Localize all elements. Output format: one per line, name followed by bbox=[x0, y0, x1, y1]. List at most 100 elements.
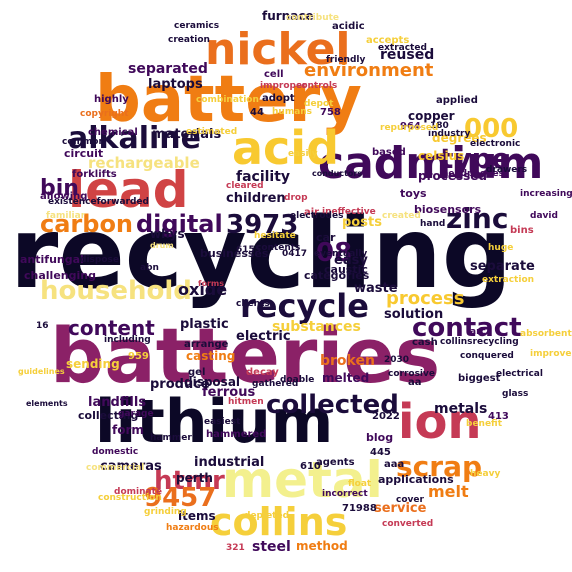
word: ceramics bbox=[174, 22, 219, 31]
word: applied bbox=[436, 96, 478, 106]
word: construction bbox=[98, 494, 162, 503]
word: based bbox=[372, 148, 406, 158]
word: broken bbox=[320, 354, 375, 368]
word: domestic bbox=[92, 448, 138, 457]
word: collinsrecycling bbox=[440, 338, 519, 347]
word: humans bbox=[272, 108, 312, 117]
word: melt bbox=[428, 484, 469, 500]
word: melted bbox=[322, 372, 369, 384]
word: easiest bbox=[204, 418, 240, 427]
word: antifungal bbox=[20, 254, 84, 265]
word: industrial bbox=[194, 456, 264, 469]
word: landfills bbox=[88, 396, 146, 409]
word: form bbox=[112, 424, 144, 436]
word: gathered bbox=[252, 380, 298, 389]
word: separate bbox=[470, 260, 535, 273]
word: incorrect bbox=[322, 490, 368, 499]
word: car bbox=[316, 232, 335, 243]
word: disposal bbox=[184, 376, 240, 388]
word: solution bbox=[384, 308, 443, 321]
word: casting bbox=[186, 350, 235, 362]
word: decay bbox=[246, 368, 279, 378]
word: aa bbox=[408, 378, 422, 388]
word: float bbox=[348, 480, 371, 489]
word: applications bbox=[378, 474, 454, 485]
word: created bbox=[382, 212, 421, 221]
word: conquered bbox=[460, 352, 514, 361]
word: aaa bbox=[384, 460, 404, 470]
word: 610 bbox=[300, 462, 321, 472]
word: combination bbox=[196, 96, 259, 105]
word: dispose bbox=[80, 256, 119, 265]
word: improvements bbox=[530, 350, 572, 359]
word: absorbent bbox=[520, 330, 572, 339]
word: eventually bbox=[314, 250, 367, 259]
word: 2022 bbox=[372, 412, 400, 422]
word: whys bbox=[150, 228, 185, 240]
word: electrodes bbox=[290, 212, 343, 221]
word: depleted bbox=[244, 512, 289, 521]
word: drawers bbox=[486, 166, 527, 175]
word: garage bbox=[118, 410, 154, 419]
word: hesitate bbox=[254, 232, 296, 241]
word: david bbox=[530, 212, 558, 221]
word: biosensors bbox=[414, 204, 481, 215]
word: 445 bbox=[370, 448, 391, 458]
word: friendly bbox=[326, 56, 365, 65]
word: common bbox=[62, 138, 105, 147]
word: commercial bbox=[86, 464, 144, 473]
word: 44 bbox=[250, 108, 264, 118]
word: electrical bbox=[496, 370, 543, 379]
word: posts bbox=[342, 216, 382, 229]
word: celsius bbox=[418, 150, 464, 162]
word: environment bbox=[304, 62, 433, 80]
word: highly bbox=[94, 95, 129, 105]
word: agents bbox=[316, 458, 355, 468]
word: arrange bbox=[184, 340, 228, 350]
word: hazardous bbox=[166, 524, 219, 533]
word: hammer bbox=[150, 434, 192, 443]
word: estimated bbox=[186, 128, 237, 137]
word: contribute bbox=[286, 14, 339, 23]
word: caustic bbox=[324, 264, 368, 275]
word: adopt bbox=[262, 94, 295, 104]
word: increasing bbox=[520, 190, 572, 199]
word: children bbox=[226, 192, 286, 205]
word: plastic bbox=[180, 318, 229, 331]
word: acid bbox=[232, 125, 339, 171]
word: cover bbox=[396, 496, 424, 505]
word: drum bbox=[150, 242, 174, 250]
word: arc bbox=[470, 328, 486, 337]
word: electric bbox=[236, 330, 291, 343]
word: converted bbox=[382, 520, 433, 529]
word: repurposed bbox=[380, 124, 438, 133]
word: forms bbox=[198, 280, 224, 288]
word: metals bbox=[434, 402, 487, 416]
word: abn bbox=[140, 264, 159, 273]
word: easily bbox=[288, 150, 318, 159]
word: acidic bbox=[332, 22, 365, 32]
word: separated bbox=[128, 62, 208, 76]
word: creation bbox=[168, 36, 210, 45]
word: method bbox=[296, 540, 348, 552]
word: blog bbox=[366, 432, 393, 443]
word: extracted bbox=[378, 44, 427, 53]
word: glass bbox=[502, 390, 528, 399]
word: perth bbox=[176, 472, 213, 484]
word: bins bbox=[510, 226, 534, 236]
word: benefit bbox=[466, 420, 502, 429]
word: cash bbox=[412, 338, 438, 348]
word: laptops bbox=[148, 78, 203, 91]
word: cleared bbox=[226, 182, 264, 191]
word: waste bbox=[354, 282, 398, 295]
word: steel bbox=[252, 540, 291, 554]
word: 959 bbox=[128, 352, 149, 362]
word: grinding bbox=[144, 508, 187, 517]
word: extraction bbox=[482, 276, 534, 285]
word: elements bbox=[26, 400, 68, 408]
word: controls bbox=[296, 82, 337, 91]
word: collins bbox=[210, 503, 347, 541]
word: electronic bbox=[470, 140, 520, 149]
word: hitmen bbox=[228, 398, 264, 407]
